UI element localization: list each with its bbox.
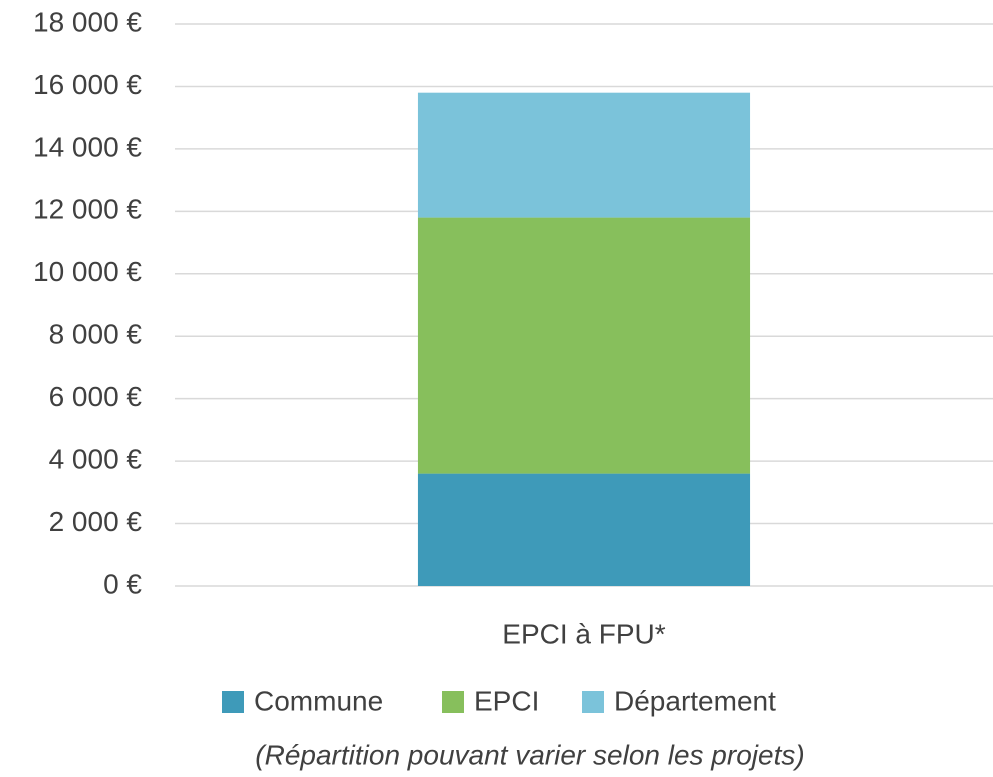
legend-label: Commune — [254, 685, 383, 716]
legend-swatch — [222, 691, 244, 713]
legend-swatch — [582, 691, 604, 713]
annotation: (Répartition pouvant varier selon les pr… — [255, 739, 804, 770]
bar-segment — [417, 473, 751, 586]
legend-label: Département — [614, 685, 776, 716]
legend-swatch — [442, 691, 464, 713]
bar-segment — [417, 92, 751, 218]
bar-segment — [417, 217, 751, 474]
y-tick-label: 6 000 € — [49, 381, 143, 412]
y-tick-label: 2 000 € — [49, 506, 143, 537]
y-tick-label: 18 000 € — [33, 6, 142, 37]
legend-label: EPCI — [474, 685, 539, 716]
y-tick-label: 14 000 € — [33, 131, 142, 162]
y-tick-label: 8 000 € — [49, 319, 143, 350]
y-tick-label: 12 000 € — [33, 194, 142, 225]
x-tick-label: EPCI à FPU* — [502, 618, 665, 649]
y-tick-label: 10 000 € — [33, 256, 142, 287]
y-tick-label: 4 000 € — [49, 444, 143, 475]
y-tick-label: 0 € — [103, 568, 142, 599]
y-tick-label: 16 000 € — [33, 69, 142, 100]
